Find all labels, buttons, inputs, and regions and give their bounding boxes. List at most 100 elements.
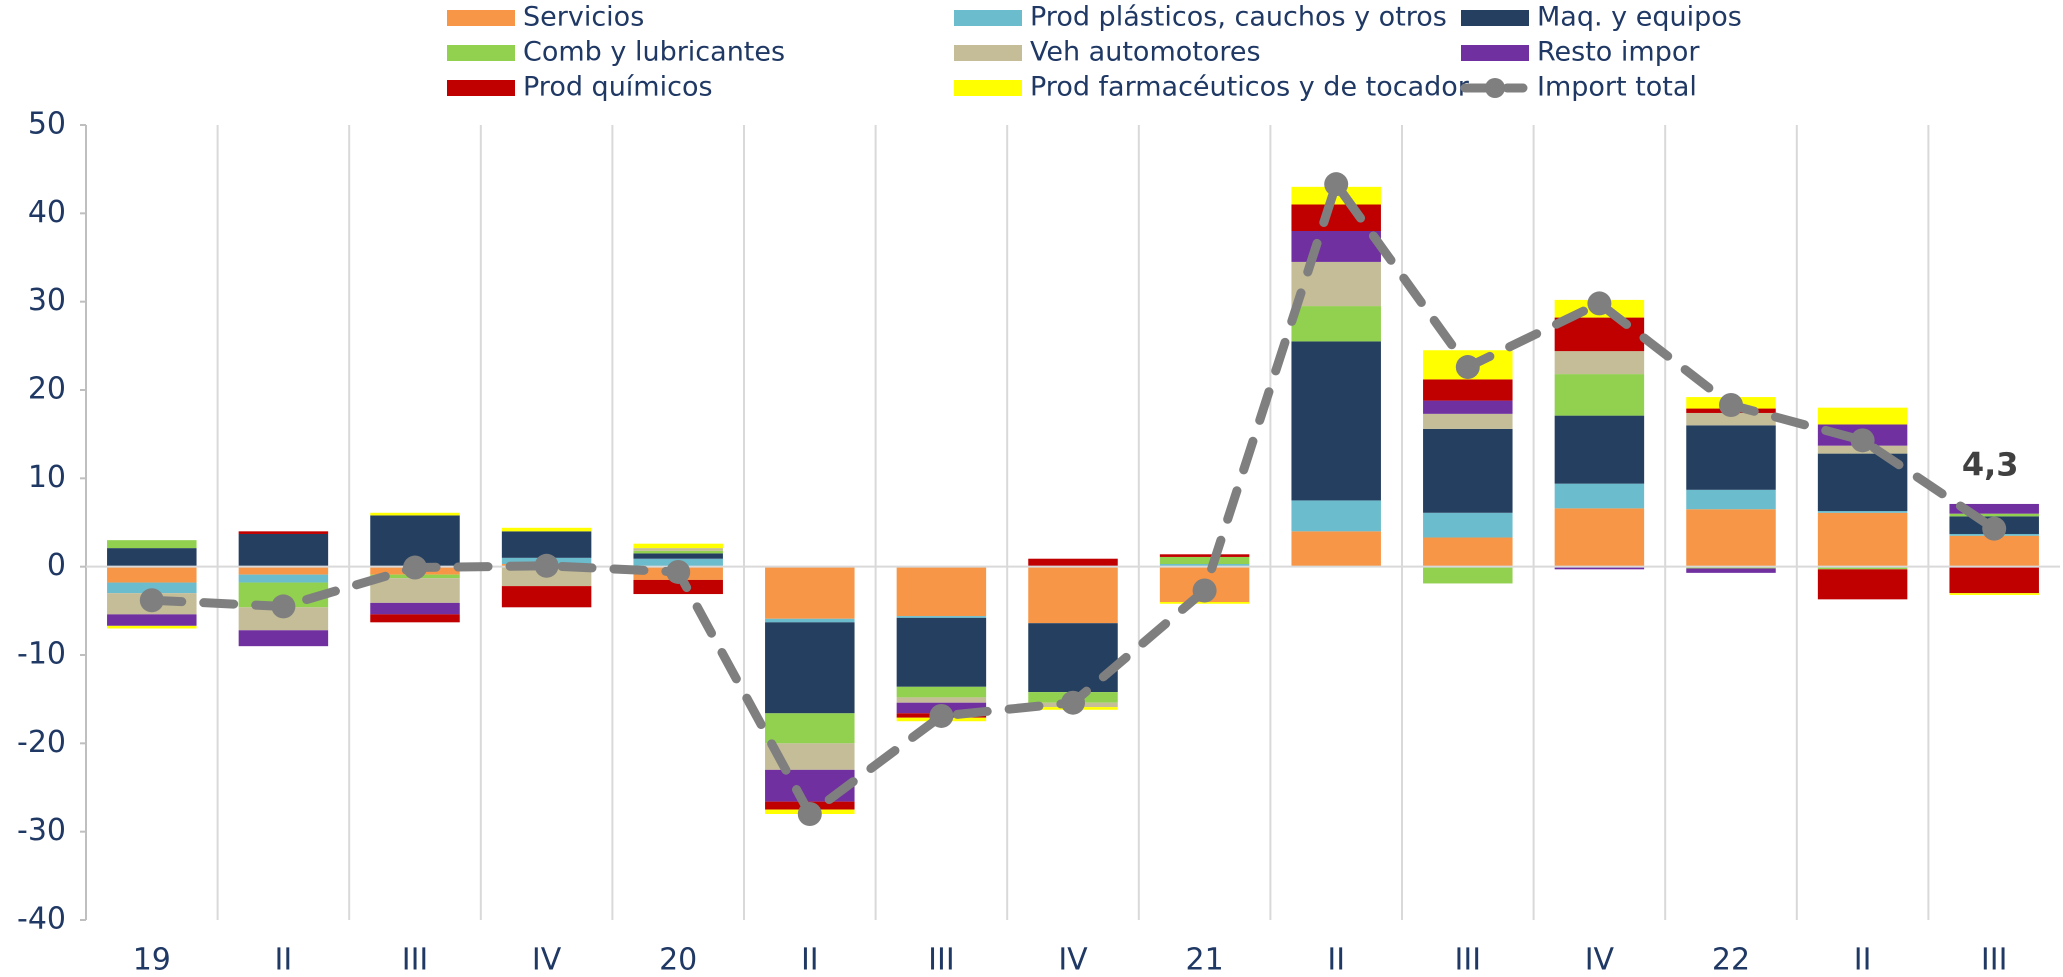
bar-segment: [238, 574, 329, 583]
bar-segment: [1554, 415, 1645, 484]
bar-segment: [1423, 428, 1513, 513]
bar-segment: [1291, 204, 1381, 231]
bar-segment: [1291, 231, 1381, 262]
bar-segment: [1028, 558, 1118, 567]
x-tick-label: II: [1327, 943, 1345, 977]
legend-swatch: [954, 10, 1022, 26]
x-tick-label: II: [801, 943, 819, 977]
total-marker: [1192, 578, 1217, 603]
bar-segment: [1159, 556, 1250, 565]
data-label: 4,3: [1962, 446, 2019, 484]
bar-segment: [1817, 407, 1908, 425]
x-tick-label: IV: [1058, 943, 1088, 977]
y-tick-label: 10: [28, 460, 66, 495]
bar-segment: [1554, 508, 1645, 567]
x-tick-label: IV: [532, 943, 562, 977]
bar-segment: [1686, 509, 1776, 567]
total-marker: [929, 703, 954, 728]
bar-segment: [1686, 412, 1776, 426]
x-tick-label: III: [1981, 943, 2008, 977]
legend-swatch: [1485, 78, 1505, 98]
bar-segment: [1554, 374, 1645, 416]
x-tick-label: 20: [659, 943, 697, 977]
y-tick-label: 30: [28, 283, 66, 318]
bar-segment: [1949, 566, 2039, 594]
bar-segment: [896, 697, 987, 703]
legend-label: Import total: [1537, 72, 1697, 103]
bar-segment: [370, 578, 460, 603]
y-tick-label: 0: [47, 548, 66, 583]
bar-segment: [765, 618, 855, 623]
x-tick-label: III: [1455, 943, 1482, 977]
total-marker: [1719, 393, 1743, 418]
bar-segment: [238, 607, 329, 631]
x-tick-label: III: [402, 943, 429, 977]
bar-segment: [107, 548, 197, 567]
bar-segment: [1159, 554, 1250, 557]
y-tick-label: 40: [28, 195, 66, 230]
bar-segment: [107, 540, 197, 549]
bar-segment: [238, 630, 329, 647]
bar-segment: [370, 602, 460, 615]
bar-segment: [1291, 531, 1381, 567]
bar-segment: [238, 531, 329, 534]
legend-swatch: [1461, 45, 1529, 61]
bar-segment: [1554, 483, 1645, 509]
legend-swatch: [954, 80, 1022, 96]
bar-segment: [1554, 566, 1645, 570]
legend-label: Comb y lubricantes: [523, 37, 785, 68]
bar-segment: [238, 566, 329, 575]
legend-swatch: [447, 10, 515, 26]
total-marker: [139, 588, 164, 613]
legend-label: Prod farmacéuticos y de tocador: [1030, 72, 1470, 103]
total-marker: [797, 802, 822, 826]
bar-segment: [1291, 500, 1381, 532]
x-tick-label: 19: [133, 943, 171, 977]
legend-swatch: [1461, 10, 1529, 26]
bar-segment: [633, 553, 723, 559]
total-marker: [1587, 291, 1612, 316]
bar-segment: [1423, 379, 1513, 401]
x-tick-label: 21: [1186, 943, 1224, 977]
bar-segment: [1554, 351, 1645, 375]
bar-segment: [765, 566, 855, 619]
bar-segment: [107, 625, 197, 629]
bar-segment: [238, 533, 329, 567]
bar-segment: [896, 617, 987, 687]
x-tick-label: IV: [1585, 943, 1615, 977]
y-tick-label: -20: [17, 725, 66, 760]
legend-label: Veh automotores: [1030, 37, 1261, 68]
bar-segment: [1291, 306, 1381, 342]
bar-segment: [1028, 566, 1118, 624]
legend-label: Resto impor: [1537, 37, 1700, 68]
bar-segment: [107, 582, 197, 594]
bar-segment: [1686, 568, 1776, 573]
x-tick-label: II: [275, 943, 293, 977]
x-tick-label: II: [1854, 943, 1872, 977]
bar-segment: [1423, 512, 1513, 538]
total-marker: [403, 555, 427, 580]
y-tick-label: 50: [28, 107, 66, 142]
bar-segment: [1423, 400, 1513, 414]
bar-segment: [633, 543, 723, 549]
total-marker: [271, 594, 296, 619]
bar-segment: [1686, 425, 1776, 490]
bar-segment: [1291, 341, 1381, 501]
bar-segment: [1817, 569, 1908, 600]
total-marker: [1455, 355, 1480, 380]
bar-segment: [765, 622, 855, 714]
bar-segment: [1159, 602, 1250, 604]
x-tick-label: 22: [1712, 943, 1750, 977]
bar-segment: [501, 531, 592, 558]
total-marker: [666, 559, 691, 584]
bar-segment: [633, 548, 723, 551]
bar-segment: [765, 713, 855, 744]
bar-segment: [501, 586, 592, 608]
bar-segment: [633, 579, 723, 595]
bar-segment: [1423, 566, 1513, 584]
bar-segment: [1949, 513, 2039, 517]
y-tick-label: -40: [17, 902, 66, 937]
total-marker: [1061, 690, 1085, 715]
